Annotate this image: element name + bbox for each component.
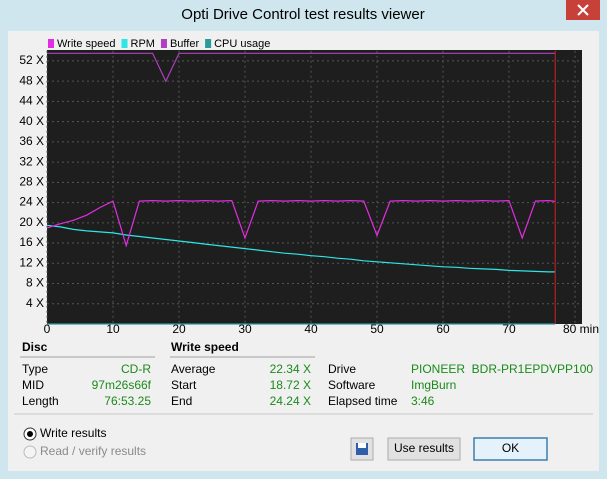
x-tick-label: 20	[172, 322, 186, 336]
button-label[interactable]: OK	[502, 441, 519, 455]
legend-label: RPM	[131, 38, 155, 50]
info-label: Elapsed time	[328, 394, 398, 408]
ok-button[interactable]	[473, 437, 548, 461]
x-tick-label: 0	[44, 322, 51, 336]
info-value: 97m26s66f	[92, 378, 152, 392]
radio-label[interactable]: Read / verify results	[40, 444, 146, 458]
y-tick-label: 16 X	[19, 235, 44, 249]
info-label: Average	[171, 362, 216, 376]
section-title: Write speed	[171, 340, 239, 354]
info-value: 3:46	[411, 394, 435, 408]
section-title: Disc	[22, 340, 48, 354]
y-tick-label: 52 X	[19, 53, 44, 67]
series-line	[47, 52, 556, 83]
radio[interactable]	[23, 445, 37, 459]
y-tick-label: 12 X	[19, 255, 44, 269]
window-title: Opti Drive Control test results viewer	[181, 6, 424, 23]
legend-swatch	[48, 39, 54, 48]
x-tick-label: 80 min	[563, 322, 599, 336]
info-label: End	[171, 394, 192, 408]
info-value: PIONEER BDR-PR1EPDVPP100	[411, 362, 593, 376]
series-line	[46, 224, 556, 273]
info-label: Type	[22, 362, 48, 376]
info-label: Drive	[328, 362, 356, 376]
y-tick-label: 32 X	[19, 154, 44, 168]
radio-label[interactable]: Write results	[40, 426, 106, 440]
button-label[interactable]: Use results	[394, 441, 454, 455]
x-tick-label: 10	[106, 322, 120, 336]
y-tick-label: 8 X	[26, 276, 44, 290]
use-results-button[interactable]	[387, 437, 461, 461]
legend-swatch	[121, 39, 128, 48]
info-value: 24.24 X	[270, 394, 311, 408]
y-tick-label: 4 X	[26, 296, 44, 310]
series-line	[46, 199, 556, 248]
info-value: CD-R	[121, 362, 151, 376]
legend-swatch	[160, 39, 167, 48]
y-tick-label: 20 X	[19, 215, 44, 229]
legend-label: Buffer	[170, 38, 199, 50]
legend-swatch	[205, 39, 212, 48]
info-label: MID	[22, 378, 44, 392]
info-label: Length	[22, 394, 59, 408]
y-tick-label: 36 X	[19, 134, 44, 148]
x-tick-label: 30	[238, 322, 252, 336]
radio[interactable]	[23, 427, 37, 441]
info-value: 76:53.25	[104, 394, 151, 408]
info-label: Software	[328, 378, 376, 392]
info-value: 18.72 X	[270, 378, 311, 392]
info-value: ImgBurn	[411, 378, 456, 392]
plot-area	[47, 50, 582, 324]
info-value: 22.34 X	[270, 362, 311, 376]
close-button[interactable]	[566, 0, 600, 20]
x-tick-label: 60	[436, 322, 450, 336]
x-tick-label: 70	[502, 322, 516, 336]
legend-label: CPU usage	[214, 38, 270, 50]
y-tick-label: 40 X	[19, 114, 44, 128]
y-tick-label: 24 X	[19, 195, 44, 209]
info-label: Start	[171, 378, 197, 392]
x-tick-label: 40	[304, 322, 318, 336]
y-tick-label: 44 X	[19, 94, 44, 108]
legend-label: Write speed	[57, 38, 116, 50]
y-tick-label: 48 X	[19, 73, 44, 87]
x-tick-label: 50	[370, 322, 384, 336]
save-button[interactable]	[350, 437, 374, 461]
y-tick-label: 28 X	[19, 175, 44, 189]
